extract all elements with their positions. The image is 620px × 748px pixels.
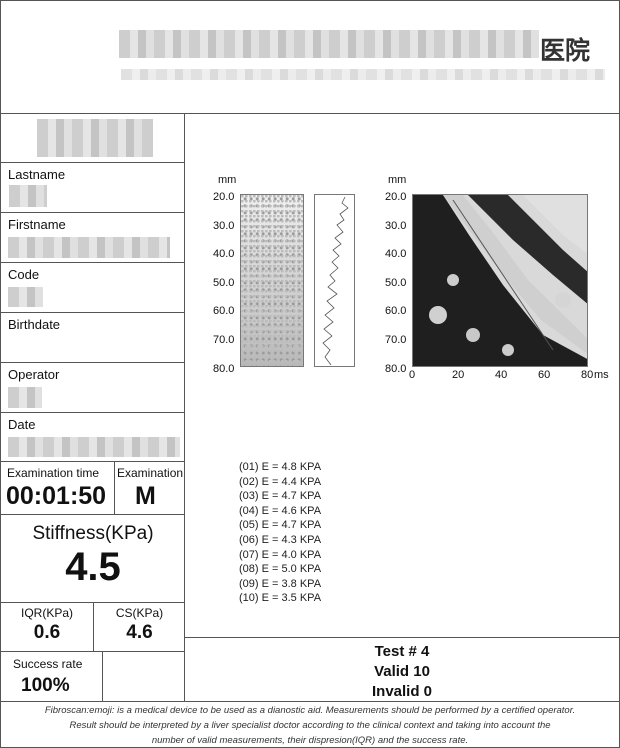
- code-label: Code: [8, 267, 40, 282]
- depth-tick-label: 60.0: [213, 305, 235, 318]
- measurement-item: (05) E = 4.7 KPA: [239, 519, 322, 532]
- depth-tick-label: 70.0: [213, 334, 235, 346]
- patient-photo-field: [1, 114, 185, 163]
- depth-tick-label: 40.0: [213, 248, 235, 261]
- depth-tick-label: 20.0: [213, 191, 235, 203]
- examination-type-label: Examination: [117, 466, 184, 480]
- stiffness-value: 4.5: [65, 545, 121, 589]
- lastname-label: Lastname: [8, 167, 66, 182]
- test-summary: Test # 4 Valid 10 Invalid 0: [185, 637, 619, 701]
- redacted-patient-id: [37, 119, 153, 157]
- success-divider: [102, 652, 103, 701]
- report-header: 医院: [1, 1, 619, 114]
- depth-tick-label: 30.0: [213, 219, 235, 232]
- measurement-item: (06) E = 4.3 KPA: [239, 533, 322, 546]
- disclaimer-line-3: number of valid measurements, their disp…: [151, 735, 469, 746]
- success-rate-value: 100%: [21, 675, 70, 696]
- content-panel: mm mm 20.0 30.0 40.0 50.0 60.0 70.0 80.0 20.0 3…: [185, 114, 619, 701]
- lastname-field: Lastname: [1, 163, 185, 213]
- redacted-hospital-name: [119, 30, 539, 58]
- disclaimer-footer: Fibroscan:emoji: is a medical device to …: [1, 701, 619, 747]
- birthdate-label: Birthdate: [8, 317, 61, 332]
- cs-label: CS(KPa): [115, 606, 164, 620]
- ms-label: ms: [594, 369, 609, 381]
- elastogram-svg: [413, 195, 587, 366]
- examination-time-value: 00:01:50: [6, 482, 107, 510]
- depth-tick-label: 30.0: [385, 219, 407, 232]
- redacted-firstname: [8, 237, 170, 258]
- examination-type-value: M: [135, 482, 156, 510]
- operator-field: Operator: [1, 363, 185, 413]
- patient-panel: Lastname Firstname Code Birthdate Operat…: [1, 114, 185, 701]
- time-tick-label: 40: [495, 369, 508, 381]
- examination-time-label: Examination time: [7, 466, 100, 480]
- measurement-item: (09) E = 3.8 KPA: [239, 577, 322, 590]
- depth-tick-label: 50.0: [213, 276, 235, 289]
- test-number: Test # 4: [374, 643, 430, 660]
- disclaimer-line-1: Fibroscan:emoji: is a medical device to …: [44, 705, 576, 716]
- time-tick-label: 60: [538, 369, 551, 381]
- hospital-suffix: 医院: [540, 36, 591, 65]
- depth-tick-label: 20.0: [385, 191, 407, 203]
- date-label: Date: [8, 417, 36, 432]
- invalid-count: Invalid 0: [371, 683, 433, 700]
- measurement-item: (07) E = 4.0 KPA: [239, 548, 322, 561]
- time-tick-label: 20: [452, 369, 465, 381]
- stiffness-box: Stiffness(KPa) 4.5: [1, 515, 185, 603]
- measurement-item: (03) E = 4.7 KPA: [239, 490, 322, 503]
- redacted-date: [8, 437, 180, 457]
- elastogram-image: [412, 194, 588, 367]
- cs-value: 4.6: [126, 622, 153, 643]
- firstname-label: Firstname: [8, 217, 66, 232]
- a-mode-trace: [314, 194, 355, 367]
- measurement-list: (01) E = 4.8 KPA (02) E = 4.4 KPA (03) E =…: [239, 460, 321, 606]
- success-rate-box: Success rate 100%: [1, 652, 185, 701]
- redacted-lastname: [9, 185, 47, 207]
- cs-box: CS(KPa) 4.6: [94, 603, 185, 652]
- birthdate-field: Birthdate: [1, 313, 185, 363]
- redacted-code: [8, 287, 43, 307]
- measurement-item: (08) E = 5.0 KPA: [239, 563, 322, 576]
- depth-tick-label: 60.0: [385, 305, 407, 318]
- depth-tick-label: 80.0: [213, 362, 235, 375]
- examination-divider: [114, 462, 115, 515]
- redacted-operator: [8, 387, 42, 408]
- examination-row: Examination time 00:01:50 Examination M: [1, 462, 185, 515]
- measurement-item: (10) E = 3.5 KPA: [239, 592, 322, 605]
- iqr-value: 0.6: [33, 622, 61, 643]
- operator-label: Operator: [8, 367, 60, 382]
- valid-count: Valid 10: [374, 663, 430, 680]
- firstname-field: Firstname: [1, 213, 185, 263]
- stiffness-label: Stiffness(KPa): [32, 523, 154, 544]
- disclaimer-line-2: Result should be interpreted by a liver …: [69, 720, 551, 731]
- measurement-item: (02) E = 4.4 KPA: [239, 475, 322, 488]
- depth-tick-label: 50.0: [385, 276, 407, 289]
- a-mode-trace-line: [322, 196, 349, 366]
- code-field: Code: [1, 263, 185, 313]
- depth-tick-label: 70.0: [385, 334, 407, 346]
- iqr-box: IQR(KPa) 0.6: [1, 603, 94, 652]
- iqr-label: IQR(KPa): [20, 606, 73, 620]
- date-field: Date: [1, 413, 185, 462]
- time-tick-label: 80: [581, 369, 594, 381]
- right-mm-label: mm: [388, 174, 407, 186]
- redacted-address: [121, 69, 605, 80]
- left-mm-label: mm: [218, 174, 237, 186]
- time-tick-label: 0: [409, 369, 416, 381]
- measurement-item: (01) E = 4.8 KPA: [239, 461, 322, 473]
- depth-tick-label: 80.0: [385, 362, 407, 375]
- a-mode-trace-svg: [322, 196, 349, 366]
- depth-tick-label: 40.0: [385, 248, 407, 261]
- success-rate-label: Success rate: [13, 657, 83, 671]
- measurement-item: (04) E = 4.6 KPA: [239, 504, 322, 517]
- m-mode-image: [240, 194, 304, 367]
